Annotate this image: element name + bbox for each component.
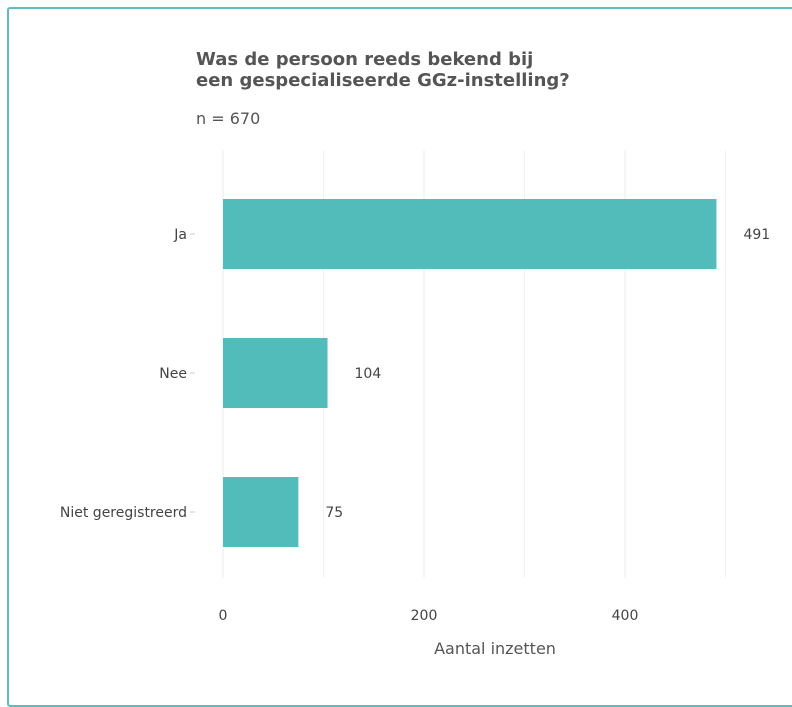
- chart-title: Was de persoon reeds bekend bij een gesp…: [196, 49, 570, 91]
- value-label: 104: [355, 366, 382, 382]
- bars: [223, 199, 717, 547]
- value-label: 75: [325, 505, 343, 521]
- x-tick-label: 200: [411, 608, 438, 624]
- category-label: Nee: [159, 366, 187, 382]
- category-label: Niet geregistreerd: [60, 505, 187, 521]
- x-axis-title: Aantal inzetten: [434, 639, 556, 658]
- bar-niet-geregistreerd: [223, 477, 299, 547]
- x-tick-labels: 0 200 400: [219, 608, 639, 624]
- bar-ja: [223, 199, 717, 269]
- value-label: 491: [743, 227, 770, 243]
- category-labels: Ja Nee Niet geregistreerd: [60, 227, 195, 521]
- chart-subtitle: n = 670: [196, 109, 261, 128]
- chart-title-line-2: een gespecialiseerde GGz-instelling?: [196, 70, 570, 91]
- x-tick-label: 0: [219, 608, 228, 624]
- value-labels: 491 104 75: [325, 227, 770, 521]
- x-tick-label: 400: [612, 608, 639, 624]
- chart-title-line-1: Was de persoon reeds bekend bij: [196, 49, 534, 70]
- bar-chart: Ja Nee Niet geregistreerd 491 104 75 0 200 400…: [60, 150, 770, 658]
- category-label: Ja: [173, 227, 187, 243]
- bar-nee: [223, 338, 328, 408]
